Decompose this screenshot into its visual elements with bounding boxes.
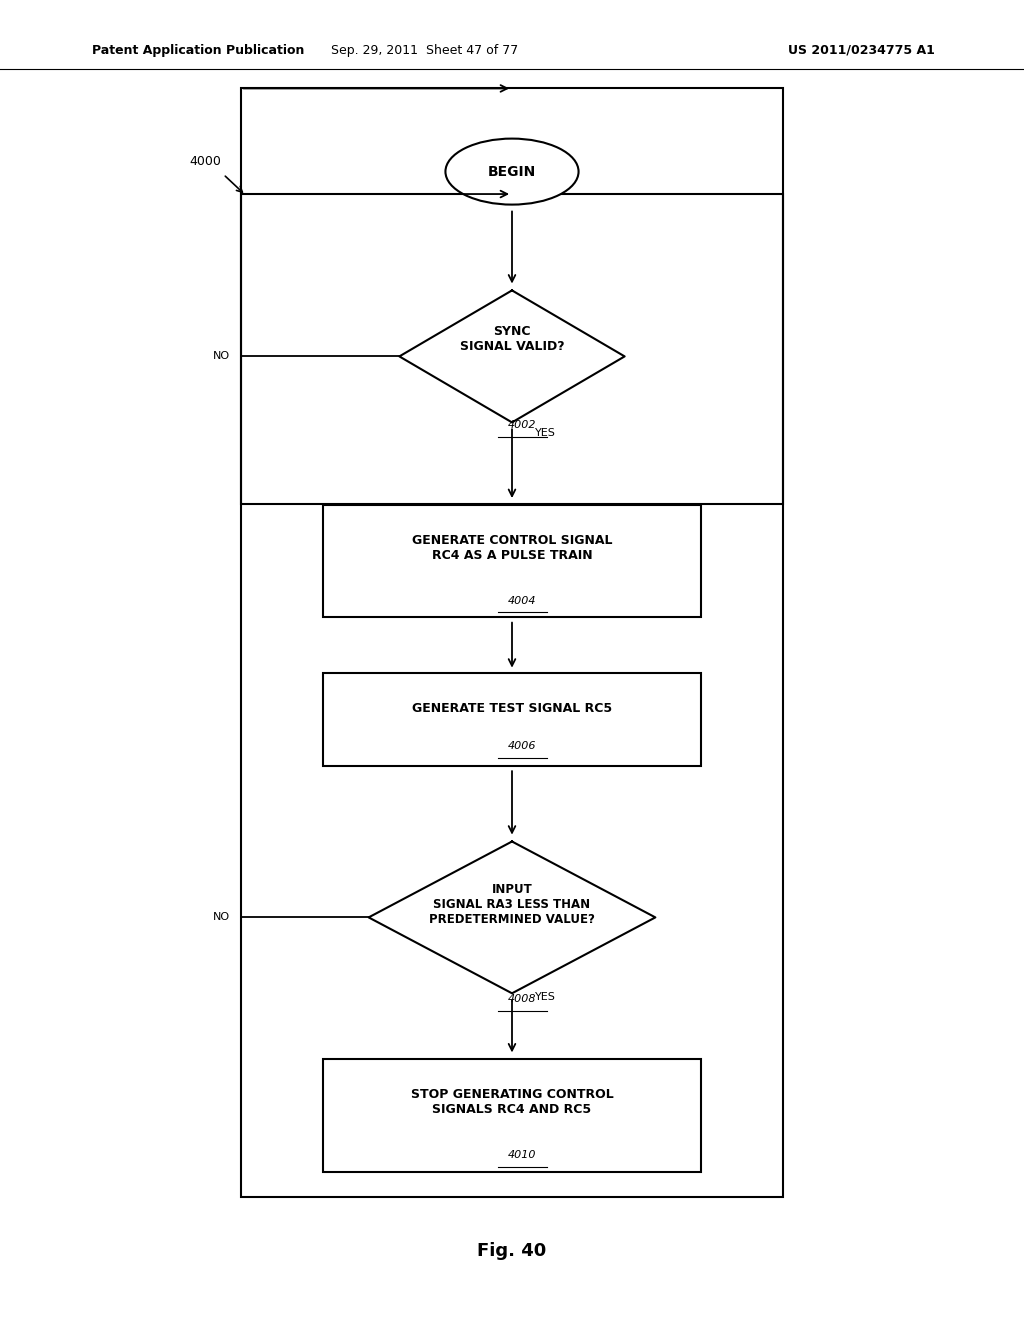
Polygon shape [369,842,655,993]
Text: YES: YES [535,428,555,438]
Text: YES: YES [535,991,555,1002]
Text: 4004: 4004 [508,595,537,606]
Text: NO: NO [213,351,230,362]
Ellipse shape [445,139,579,205]
FancyBboxPatch shape [323,506,701,618]
Text: Patent Application Publication: Patent Application Publication [92,44,304,57]
Text: Sep. 29, 2011  Sheet 47 of 77: Sep. 29, 2011 Sheet 47 of 77 [332,44,518,57]
Text: STOP GENERATING CONTROL
SIGNALS RC4 AND RC5: STOP GENERATING CONTROL SIGNALS RC4 AND … [411,1088,613,1117]
FancyBboxPatch shape [323,1059,701,1172]
Text: Fig. 40: Fig. 40 [477,1242,547,1261]
Text: SYNC
SIGNAL VALID?: SYNC SIGNAL VALID? [460,325,564,354]
Text: 4006: 4006 [508,741,537,751]
Text: 4010: 4010 [508,1150,537,1160]
Text: 4000: 4000 [189,154,221,168]
Polygon shape [399,290,625,422]
Text: 4008: 4008 [508,994,537,1005]
Text: GENERATE TEST SIGNAL RC5: GENERATE TEST SIGNAL RC5 [412,702,612,715]
Text: US 2011/0234775 A1: US 2011/0234775 A1 [788,44,935,57]
Text: NO: NO [213,912,230,923]
Text: GENERATE CONTROL SIGNAL
RC4 AS A PULSE TRAIN: GENERATE CONTROL SIGNAL RC4 AS A PULSE T… [412,533,612,562]
Text: INPUT
SIGNAL RA3 LESS THAN
PREDETERMINED VALUE?: INPUT SIGNAL RA3 LESS THAN PREDETERMINED… [429,883,595,925]
Text: 4002: 4002 [508,420,537,430]
Text: BEGIN: BEGIN [487,165,537,178]
FancyBboxPatch shape [323,673,701,766]
